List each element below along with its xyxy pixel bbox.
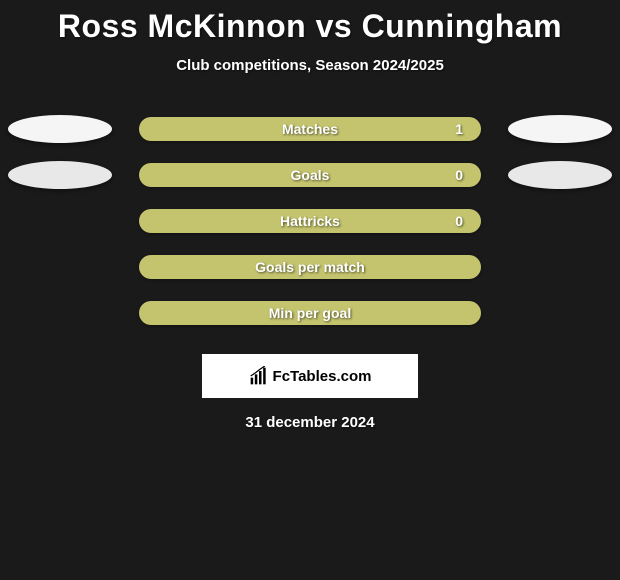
stat-row-hattricks: Hattricks 0 [0,198,620,244]
left-ellipse-0 [8,115,112,143]
stat-value: 1 [455,121,463,137]
stat-label: Goals per match [255,259,365,275]
stat-value: 0 [455,213,463,229]
chart-area: Matches 1 Goals 0 Hattricks 0 Goals per … [0,106,620,336]
right-ellipse-0 [508,115,612,143]
stat-label: Hattricks [280,213,340,229]
stat-bar-goals: Goals 0 [139,163,481,187]
stat-row-goals: Goals 0 [0,152,620,198]
page-subtitle: Club competitions, Season 2024/2025 [0,57,620,74]
stat-bar-gpm: Goals per match [139,255,481,279]
stat-label: Matches [282,121,338,137]
stat-row-min-per-goal: Min per goal [0,290,620,336]
stat-bar-hattricks: Hattricks 0 [139,209,481,233]
right-ellipse-1 [508,161,612,189]
stat-value: 0 [455,167,463,183]
chart-icon [249,366,269,386]
stat-label: Goals [291,167,330,183]
date-text: 31 december 2024 [0,414,620,431]
watermark: FcTables.com [202,354,418,398]
watermark-text: FcTables.com [273,368,372,385]
stat-row-goals-per-match: Goals per match [0,244,620,290]
page-title: Ross McKinnon vs Cunningham [0,8,620,45]
main-container: Ross McKinnon vs Cunningham Club competi… [0,0,620,431]
left-ellipse-1 [8,161,112,189]
stat-row-matches: Matches 1 [0,106,620,152]
stat-bar-matches: Matches 1 [139,117,481,141]
stat-label: Min per goal [269,305,351,321]
stat-bar-mpg: Min per goal [139,301,481,325]
